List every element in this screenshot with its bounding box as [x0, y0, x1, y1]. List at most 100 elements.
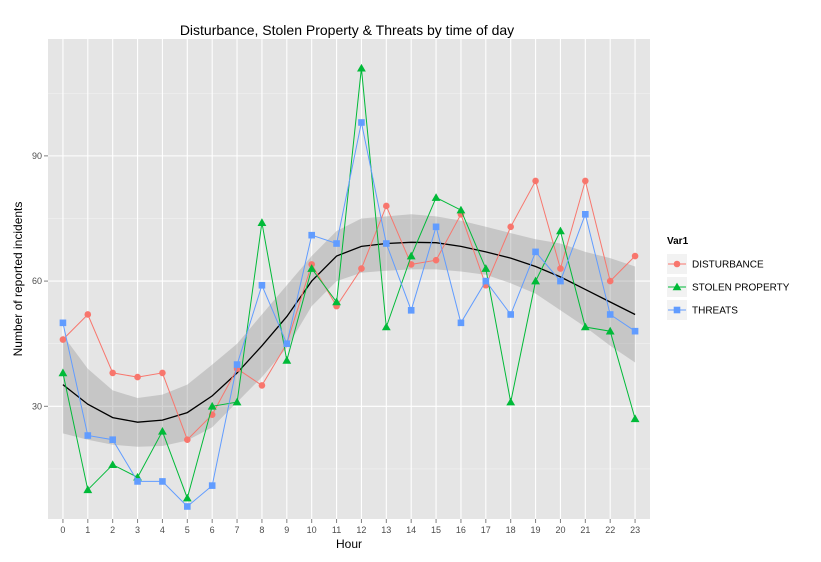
- data-point-stolen-property: [182, 493, 192, 502]
- legend-key-marker: [673, 306, 681, 314]
- data-point-disturbance: [432, 256, 440, 264]
- data-point-threats: [383, 240, 390, 247]
- data-point-threats: [457, 319, 465, 327]
- x-tick-label: 18: [506, 525, 516, 535]
- x-tick-label: 4: [160, 525, 165, 535]
- data-point-threats: [606, 311, 614, 318]
- data-point-stolen-property: [58, 368, 68, 377]
- data-point-stolen-property: [406, 251, 416, 260]
- data-point-threats: [482, 277, 490, 285]
- data-point-stolen-property: [456, 205, 466, 214]
- x-tick-label: 2: [110, 525, 115, 535]
- series-line-threats: [62, 122, 636, 508]
- y-tick-label: 30: [32, 401, 42, 411]
- data-point-stolen-property: [357, 63, 366, 72]
- y-tick-label: 90: [32, 151, 42, 161]
- data-point-disturbance: [407, 261, 415, 268]
- legend-key-disturbance: [667, 254, 687, 274]
- x-tick-label: 13: [381, 525, 391, 535]
- y-tick-label: 60: [32, 276, 42, 286]
- data-point-stolen-property: [381, 322, 391, 331]
- data-point-threats: [358, 119, 365, 126]
- data-point-stolen-property: [257, 218, 267, 226]
- series-layer: [58, 63, 640, 510]
- data-point-disturbance: [258, 382, 266, 389]
- series-line-disturbance: [62, 178, 636, 441]
- x-tick-label: 22: [605, 525, 615, 535]
- legend-label-disturbance: DISTURBANCE: [692, 260, 764, 271]
- data-point-stolen-property: [83, 485, 93, 494]
- data-point-disturbance: [358, 265, 365, 272]
- series-disturbance: [59, 177, 639, 443]
- x-tick-label: 11: [332, 525, 341, 535]
- chart-title: Disturbance, Stolen Property & Threats b…: [180, 22, 514, 38]
- plot-panel: [48, 39, 650, 519]
- data-point-disturbance: [383, 202, 390, 210]
- legend: Var1 DISTURBANCE STOLEN PROPERTY THREATS: [667, 236, 790, 320]
- data-point-stolen-property: [207, 401, 217, 410]
- data-point-threats: [159, 478, 166, 485]
- x-tick-label: 21: [580, 525, 590, 535]
- data-point-stolen-property: [605, 326, 615, 335]
- data-point-stolen-property: [332, 297, 341, 306]
- x-tick-label: 19: [531, 525, 541, 535]
- x-tick-label: 10: [307, 525, 317, 535]
- x-tick-label: 12: [356, 525, 366, 535]
- data-point-stolen-property: [506, 397, 516, 406]
- data-point-threats: [59, 319, 67, 327]
- data-point-stolen-property: [630, 414, 640, 423]
- data-point-threats: [582, 211, 589, 218]
- x-axis-title: Hour: [336, 537, 362, 551]
- data-point-threats: [333, 240, 340, 247]
- data-point-disturbance: [134, 373, 141, 381]
- legend-key-marker: [673, 260, 681, 268]
- data-point-disturbance: [184, 436, 191, 443]
- x-tick-label: 1: [85, 525, 90, 535]
- data-point-threats: [134, 478, 141, 485]
- x-tick-label: 15: [431, 525, 441, 535]
- data-point-stolen-property: [556, 226, 565, 235]
- data-point-stolen-property: [232, 397, 242, 406]
- data-point-threats: [109, 436, 116, 443]
- data-point-stolen-property: [307, 264, 317, 272]
- legend-label-stolen-property: STOLEN PROPERTY: [692, 283, 790, 294]
- data-point-disturbance: [84, 311, 92, 318]
- x-tick-label: 7: [235, 525, 240, 535]
- series-threats: [59, 119, 639, 510]
- x-tick-label: 5: [185, 525, 190, 535]
- data-point-disturbance: [582, 177, 589, 185]
- data-point-stolen-property: [108, 460, 118, 469]
- data-point-threats: [258, 281, 266, 289]
- data-point-threats: [532, 248, 539, 256]
- data-point-disturbance: [109, 369, 116, 377]
- data-point-stolen-property: [158, 426, 167, 435]
- data-point-disturbance: [507, 223, 514, 231]
- legend-label-threats: THREATS: [692, 306, 738, 317]
- data-point-disturbance: [59, 336, 67, 343]
- x-tick-label: 8: [259, 525, 264, 535]
- x-tick-label: 23: [630, 525, 640, 535]
- data-point-stolen-property: [431, 193, 441, 201]
- grid: [48, 39, 650, 519]
- x-tick-label: 16: [456, 525, 466, 535]
- data-point-disturbance: [606, 277, 614, 285]
- x-tick-label: 17: [481, 525, 491, 535]
- data-point-threats: [557, 277, 564, 285]
- legend-key-threats: [667, 300, 687, 320]
- smooth-line: [62, 241, 636, 423]
- data-point-threats: [407, 307, 415, 314]
- data-point-disturbance: [159, 369, 166, 377]
- data-point-stolen-property: [481, 264, 491, 272]
- x-tick-label: 0: [60, 525, 65, 535]
- confidence-band: [62, 214, 636, 447]
- data-point-threats: [631, 327, 639, 335]
- data-point-disturbance: [557, 265, 564, 272]
- x-tick-label: 9: [284, 525, 289, 535]
- data-point-disturbance: [532, 177, 539, 185]
- x-tick-label: 3: [135, 525, 140, 535]
- legend-key-stolen-property: [667, 277, 687, 297]
- data-point-disturbance: [631, 252, 639, 260]
- data-point-threats: [432, 223, 440, 231]
